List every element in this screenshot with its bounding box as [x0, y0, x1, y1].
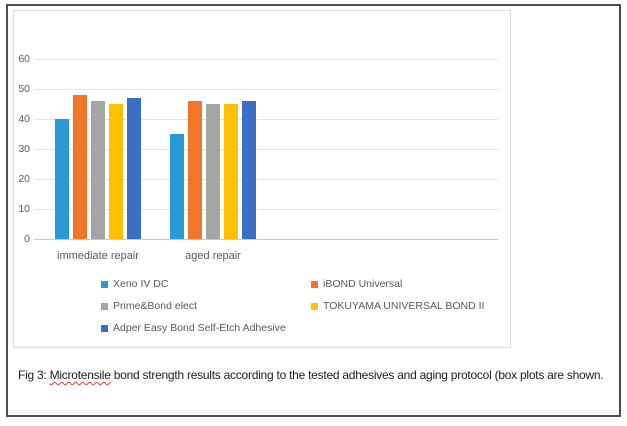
gridline	[34, 209, 498, 210]
legend-label: iBOND Universal	[323, 278, 403, 290]
plot-area: 0 10 20 30 40 50 60	[14, 11, 510, 347]
legend-swatch-icon	[101, 324, 108, 332]
y-tick-label: 10	[18, 203, 30, 215]
chart-panel: 0 10 20 30 40 50 60 immediate repair aged repai…	[13, 10, 511, 348]
y-tick-label: 40	[18, 113, 30, 125]
y-tick-label: 0	[24, 233, 30, 245]
legend-label: Xeno IV DC	[113, 278, 169, 290]
figure-border: 0 10 20 30 40 50 60 immediate repair aged repai…	[6, 4, 621, 417]
bar	[242, 101, 256, 239]
bar	[188, 101, 202, 239]
bar	[91, 101, 105, 239]
bar	[55, 119, 69, 239]
legend-swatch-icon	[311, 280, 318, 288]
y-tick-label: 60	[18, 53, 30, 65]
figure-caption: Fig 3: Microtensile bond strength result…	[18, 368, 624, 382]
legend-label: Adper Easy Bond Self-Etch Adhesive	[113, 322, 286, 334]
legend-label: TOKUYAMA UNIVERSAL BOND II	[323, 300, 485, 312]
gridline	[34, 149, 498, 150]
bar	[73, 95, 87, 239]
legend-item: iBOND Universal	[311, 278, 402, 290]
legend-label: Prime&Bond elect	[113, 300, 198, 312]
caption-rest: bond strength results according to the t…	[110, 368, 604, 382]
caption-prefix: Fig 3:	[18, 368, 50, 382]
bar	[170, 134, 184, 239]
x-category-label: immediate repair	[57, 250, 139, 262]
legend-item: Adper Easy Bond Self-Etch Adhesive	[101, 322, 286, 334]
bar	[206, 104, 220, 239]
legend-swatch-icon	[311, 302, 318, 310]
gridline	[34, 59, 498, 60]
x-axis-line	[34, 239, 498, 240]
y-tick-label: 20	[18, 173, 30, 185]
legend-item: Xeno IV DC	[101, 278, 168, 290]
bar	[127, 98, 141, 239]
y-tick-label: 50	[18, 83, 30, 95]
bar	[109, 104, 123, 239]
gridline	[34, 179, 498, 180]
legend-item: TOKUYAMA UNIVERSAL BOND II	[311, 300, 484, 312]
bar	[224, 104, 238, 239]
y-tick-label: 30	[18, 143, 30, 155]
x-category-label: aged repair	[185, 250, 241, 262]
legend-item: Prime&Bond elect	[101, 300, 197, 312]
legend-swatch-icon	[101, 280, 108, 288]
caption-misspelled-word: Microtensile	[49, 368, 111, 382]
gridline	[34, 89, 498, 90]
gridline	[34, 119, 498, 120]
legend-swatch-icon	[101, 302, 108, 310]
